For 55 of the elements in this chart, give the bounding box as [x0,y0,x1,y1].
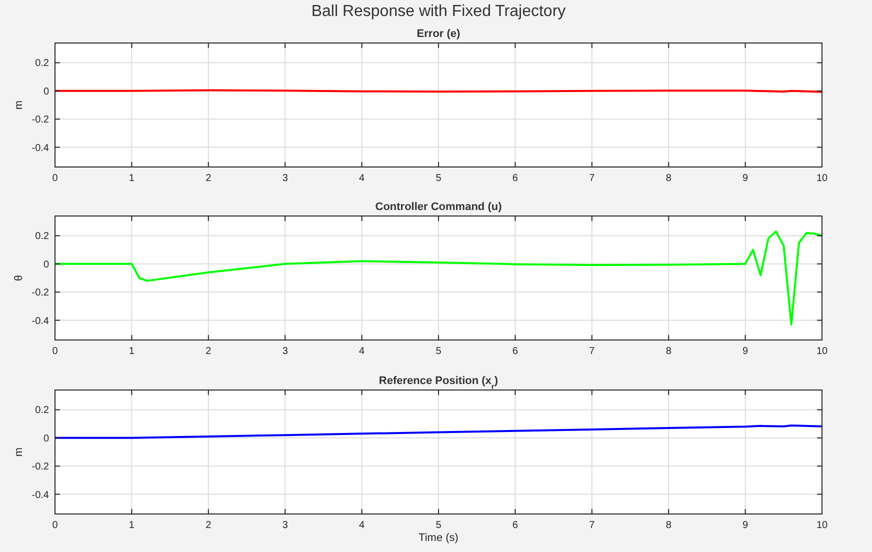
x-tick-label: 9 [742,346,749,357]
x-tick-label: 4 [359,173,366,184]
y-tick-label: -0.2 [32,114,50,126]
line-series [54,230,823,326]
x-tick-label: 3 [282,520,288,531]
y-axis-title: m [13,100,25,110]
x-tick-label: 3 [282,173,288,184]
x-tick-label: 4 [359,346,366,357]
y-tick-label: 0.2 [35,58,50,70]
chart-title: Ball Response with Fixed Trajectory [311,3,566,20]
y-tick-label: -0.4 [32,316,50,327]
x-tick-label: 2 [206,346,212,357]
y-tick-label: -0.2 [32,462,50,473]
x-tick-label: 8 [666,346,672,357]
x-tick-label: 6 [512,346,518,357]
y-tick-label: 0.2 [35,405,50,416]
x-tick-label: 6 [512,173,518,184]
y-tick-label: 0 [43,259,50,270]
x-tick-label: 3 [282,346,288,357]
x-tick-label: 4 [359,520,366,531]
x-axis-title: Time (s) [418,532,458,544]
x-tick-label: 2 [206,173,212,184]
chart-subtitle: Reference Position (x$_{r}$) [378,375,498,390]
x-tick-label: 7 [589,520,596,531]
x-tick-label: 7 [589,346,596,357]
x-tick-label: 8 [666,173,672,184]
y-tick-label: -0.4 [32,142,50,154]
chart-subtitle: Controller Command (u) [375,201,502,213]
x-tick-label: 9 [742,520,749,531]
x-tick-label: 8 [666,520,672,531]
x-tick-label: 10 [816,173,828,184]
line-series [54,424,823,439]
x-tick-label: 7 [589,173,596,184]
x-tick-label: 1 [128,173,135,184]
x-tick-label: 6 [512,520,518,531]
y-axis-title: θ [13,274,25,282]
x-tick-label: 5 [436,346,442,357]
x-tick-label: 9 [742,173,749,184]
x-tick-label: 1 [128,520,135,531]
x-tick-label: 10 [816,346,828,357]
x-tick-label: 0 [52,346,58,357]
chart-subtitle: Error (e) [416,28,461,40]
x-tick-label: 5 [436,173,442,184]
y-tick-label: -0.2 [32,288,50,299]
y-tick-label: -0.4 [32,490,50,501]
x-tick-label: 0 [52,173,58,184]
x-tick-label: 5 [436,520,442,531]
x-tick-label: 2 [206,520,212,531]
y-tick-label: 0 [43,433,50,444]
x-tick-label: 10 [816,520,828,531]
y-tick-label: 0.2 [35,231,50,242]
x-tick-label: 1 [128,346,135,357]
x-tick-label: 0 [52,520,58,531]
y-axis-title: m [13,447,25,457]
y-tick-label: 0 [43,86,50,98]
